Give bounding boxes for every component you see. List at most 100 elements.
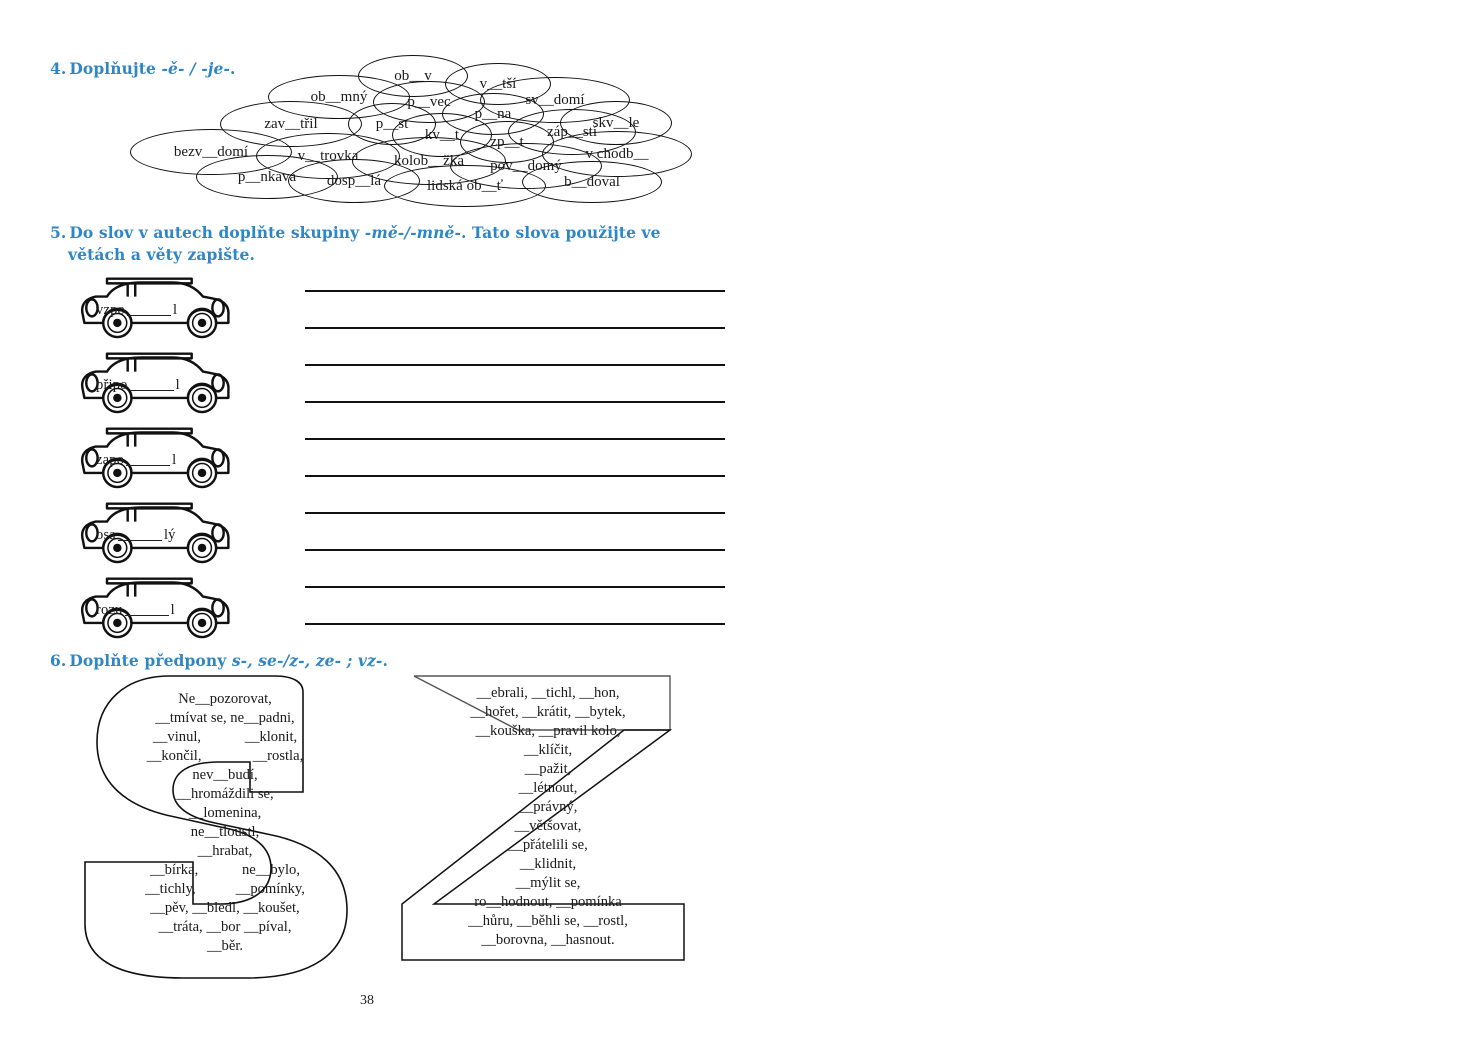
car-word[interactable]: připo l [96, 377, 180, 394]
writing-line[interactable] [305, 512, 725, 514]
writing-line[interactable] [305, 623, 725, 625]
ex6-s-word-line[interactable]: __lomenina, [188, 804, 262, 821]
car-word-blank[interactable] [129, 390, 174, 391]
ex6-s-word-line[interactable]: __hrabat, [197, 842, 253, 859]
car-icon [80, 502, 230, 564]
exercise-4-heading: 4. Doplňujte -ě- / -je-. [50, 58, 310, 80]
exercise-4-heading-text: Doplňujte [69, 59, 162, 78]
writing-line[interactable] [305, 549, 725, 551]
ex4-word-bubble[interactable]: b__doval [522, 161, 662, 203]
ex4-word-text: b__doval [564, 173, 620, 190]
car-icon [80, 427, 230, 489]
ex4-word-text: lidská ob__ť [427, 177, 503, 194]
ex6-s-word-line[interactable]: Ne__pozorovat, [178, 691, 272, 707]
ex5-car-row: připo l [50, 349, 730, 424]
car-illustration [75, 424, 235, 496]
car-word-blank[interactable] [126, 465, 171, 466]
car-word-blank[interactable] [117, 540, 162, 541]
writing-line[interactable] [305, 290, 725, 292]
car-word-suffix: l [175, 377, 180, 393]
ex6-z-word-line[interactable]: __klíčit, [523, 741, 573, 758]
ex6-s-word-line[interactable]: __tmívat se, ne__padni, [155, 709, 295, 726]
ex6-s-word-line[interactable]: __končil, __rostla, [146, 747, 304, 764]
ex4-word-text: p__nkava [237, 168, 297, 185]
writing-line[interactable] [305, 401, 725, 403]
ex5-car-row: vzpo l [50, 274, 730, 349]
ex6-z-word-line[interactable]: __hůru, __běhli se, __rostl, [468, 912, 628, 929]
car-word-prefix: připo [96, 377, 128, 393]
ex4-word-text: p__vec [407, 93, 451, 110]
exercise-4-number: 4. [50, 59, 67, 78]
car-icon [80, 577, 230, 639]
ex5-cars-and-lines: vzpo l připo l [50, 274, 730, 649]
ex6-z-word-line[interactable]: __přátelili se, [508, 836, 588, 853]
car-word[interactable]: osa lý [96, 527, 176, 544]
ex6-z-word-line[interactable]: __ebrali, __tichl, __hon, [476, 685, 620, 701]
car-illustration [75, 274, 235, 346]
car-illustration [75, 574, 235, 646]
exercise-6-heading-b: . [382, 651, 388, 670]
car-word-suffix: l [173, 302, 178, 318]
car-word-blank[interactable] [127, 315, 171, 316]
ex4-word-text: bezv__domí [173, 143, 249, 160]
writing-line[interactable] [305, 364, 725, 366]
ex6-s-word-line[interactable]: __pěv, __bledl, __koušet, [150, 899, 300, 916]
car-word[interactable]: vzpo l [96, 302, 177, 319]
car-word-prefix: zapo [96, 452, 125, 468]
ex6-z-word-line[interactable]: __většovat, [514, 817, 582, 834]
writing-line[interactable] [305, 438, 725, 440]
ex6-z-word-line[interactable]: __borovna, __hasnout. [481, 931, 615, 948]
car-word-prefix: rozu [96, 602, 123, 618]
ex6-z-word-line[interactable]: __klidnit, [519, 855, 577, 872]
car-illustration [75, 349, 235, 421]
ex6-s-words[interactable]: Ne__pozorovat, __tmívat se, ne__padni, __v… [79, 690, 371, 956]
ex4-word-bubbles: ob__v v__tší ob__mný p__vec sv__domí p__na zav… [130, 55, 692, 207]
car-word-blank[interactable] [124, 615, 169, 616]
writing-line[interactable] [305, 586, 725, 588]
ex6-s-word-line[interactable]: __běr. [206, 937, 244, 954]
ex6-s-word-line[interactable]: __tráta, __bor __píval, [158, 918, 292, 935]
left-page: 4. Doplňujte -ě- / -je-. ob__v v__tší ob__m… [50, 55, 730, 1008]
ex6-z-word-line[interactable]: __létnout, [518, 779, 578, 796]
exercise-4-heading-tail: . [230, 59, 236, 78]
ex6-z-word-line[interactable]: __pažit, [524, 760, 572, 777]
ex6-z-word-line[interactable]: __mýlit se, [515, 874, 581, 891]
ex5-writing-lines[interactable] [305, 290, 725, 660]
ex6-z-word-line[interactable]: __kouška, __pravil kolo, [475, 722, 621, 739]
exercise-5-heading-italic: -mě-/-mně- [364, 223, 461, 242]
exercise-6-heading-a: Doplňte předpony [69, 651, 232, 670]
ex6-z-shape: __ebrali, __tichl, __hon, __hořet, __krát… [398, 672, 698, 972]
exercise-5-heading: 5. Do slov v autech doplňte skupiny -mě-/… [50, 222, 690, 266]
ex4-word-text: ob__mný [310, 88, 368, 105]
exercise-5-heading-a: Do slov v autech doplňte skupiny [69, 223, 365, 242]
exercise-6-number: 6. [50, 651, 67, 670]
car-word[interactable]: zapo l [96, 452, 176, 469]
exercise-4-heading-italic: -ě- / -je- [161, 59, 230, 78]
ex6-s-word-line[interactable]: __vinul, __klonit, [152, 728, 298, 745]
ex6-s-word-line[interactable]: __bírka, ne__bylo, [150, 861, 300, 878]
ex6-s-word-line[interactable]: ne__tloustl, [190, 823, 260, 840]
car-illustration [75, 499, 235, 571]
ex6-z-words[interactable]: __ebrali, __tichl, __hon, __hořet, __krát… [398, 684, 698, 950]
car-word[interactable]: rozu l [96, 602, 175, 619]
writing-line[interactable] [305, 327, 725, 329]
ex5-car-row: zapo l [50, 424, 730, 499]
exercise-5-heading-b: . Tato slova použijte ve [460, 223, 661, 242]
ex6-z-word-line[interactable]: __právný, [518, 798, 578, 815]
ex4-word-bubble[interactable]: lidská ob__ť [384, 165, 546, 207]
exercise-6-heading: 6. Doplňte předpony s-, se-/z-, ze- ; vz-… [50, 650, 470, 672]
ex6-z-word-line[interactable]: __hořet, __krátit, __bytek, [470, 703, 626, 720]
car-word-prefix: vzpo [96, 302, 125, 318]
exercise-6-heading-italic: s-, se-/z-, ze- ; vz- [231, 651, 383, 670]
car-word-suffix: l [170, 602, 175, 618]
ex6-s-word-line[interactable]: __hromáždili se, [176, 785, 274, 802]
ex4-word-text: ob__v [394, 67, 432, 84]
exercise-5-heading-line2: větách a věty zapište. [68, 245, 255, 264]
writing-line[interactable] [305, 475, 725, 477]
ex6-s-word-line[interactable]: nev__budí, [192, 766, 258, 783]
car-word-suffix: lý [163, 527, 176, 543]
ex5-car-row: osa lý [50, 499, 730, 574]
car-word-prefix: osa [96, 527, 116, 543]
ex6-z-word-line[interactable]: ro__hodnout, __pomínka [474, 893, 622, 910]
ex6-s-word-line[interactable]: __tichly, __pomínky, [145, 880, 305, 897]
